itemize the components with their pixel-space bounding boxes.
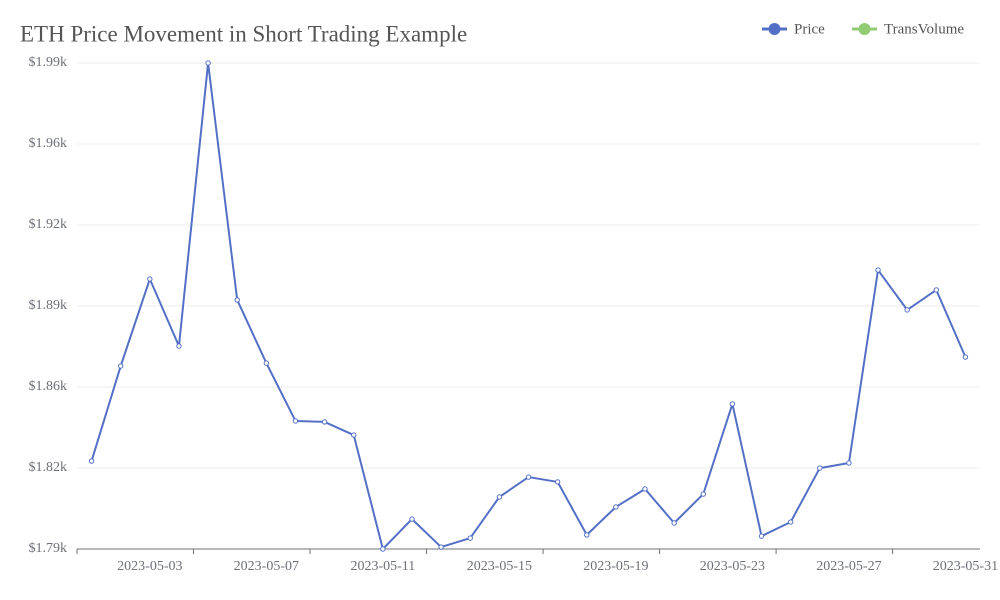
x-tick-label: 2023-05-23: [700, 559, 765, 574]
data-point: [205, 60, 211, 66]
data-point: [904, 307, 910, 313]
data-point: [787, 519, 794, 525]
x-tick-label: 2023-05-27: [816, 559, 881, 574]
data-point: [88, 458, 95, 464]
y-tick-label: $1.92k: [29, 217, 68, 232]
data-point: [933, 287, 940, 293]
data-point: [438, 544, 444, 550]
x-tick-label: 2023-05-15: [467, 559, 532, 574]
data-point: [846, 460, 852, 466]
data-point: [496, 494, 503, 500]
x-tick-label: 2023-05-11: [350, 559, 415, 574]
data-point: [554, 479, 561, 485]
x-tick-label: 2023-05-07: [234, 559, 299, 574]
y-tick-label: $1.99k: [29, 55, 68, 70]
data-point: [292, 418, 299, 424]
data-point: [758, 533, 765, 539]
legend-marker: [858, 23, 871, 35]
y-tick-label: $1.89k: [29, 298, 68, 313]
x-tick-label: 2023-05-19: [583, 559, 648, 574]
data-point: [817, 465, 823, 471]
data-point: [584, 532, 590, 538]
data-point: [671, 520, 677, 526]
data-point: [321, 419, 328, 425]
y-tick-label: $1.79k: [29, 541, 68, 556]
legend-text: TransVolume: [884, 21, 964, 37]
data-point: [613, 504, 619, 510]
data-point: [351, 432, 357, 438]
data-point: [263, 360, 270, 366]
data-point: [729, 401, 736, 407]
data-point: [176, 343, 182, 349]
x-tick-label: 2023-05-31: [933, 559, 998, 574]
data-point: [234, 297, 240, 303]
x-tick-label: 2023-05-03: [117, 559, 182, 574]
data-point: [700, 491, 706, 497]
y-tick-label: $1.86k: [29, 379, 68, 394]
data-point: [409, 516, 415, 522]
data-point: [117, 363, 124, 369]
legend-marker: [768, 23, 781, 35]
y-tick-label: $1.96k: [29, 136, 68, 151]
data-point: [875, 267, 881, 273]
y-tick-label: $1.82k: [29, 460, 68, 475]
data-point: [147, 276, 153, 282]
data-point: [380, 546, 386, 552]
chart-title: ETH Price Movement in Short Trading Exam…: [20, 21, 467, 46]
data-point: [525, 474, 532, 480]
data-point: [642, 486, 648, 492]
data-point: [467, 535, 473, 541]
legend-text: Price: [794, 21, 825, 37]
data-point: [962, 354, 969, 360]
